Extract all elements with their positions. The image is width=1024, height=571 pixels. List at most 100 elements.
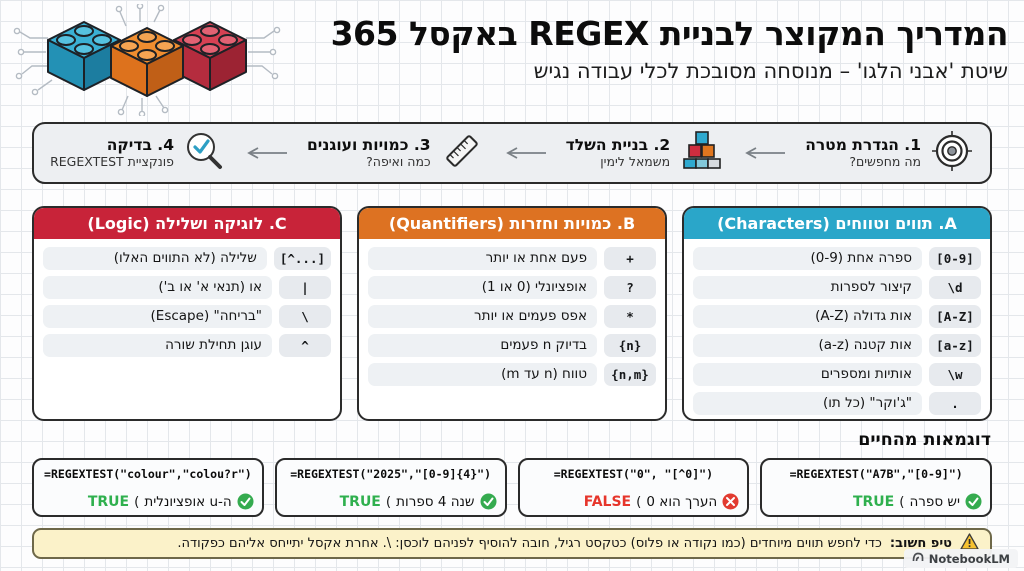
x-icon xyxy=(722,493,739,510)
rule-row: [0-9] ספרה אחת (0-9) xyxy=(693,247,981,270)
example-card: =REGEXTEST("A7B","[0-9]") TRUE ( יש ספרה xyxy=(760,458,992,517)
step-title: 2. בניית השלד xyxy=(565,135,671,154)
tip-bar: טיפ חשוב: כדי לחפש תווים מיוחדים (כמו נק… xyxy=(32,528,992,559)
example-card: =REGEXTEST("colour","colou?r") TRUE ( ה-… xyxy=(32,458,264,517)
rule-description: אופציונלי (0 או 1) xyxy=(368,276,597,299)
regex-code-chip: [^...] xyxy=(273,247,331,270)
step-test: 4. בדיקה פונקציית REGEXTEST xyxy=(50,130,225,176)
panel-characters: A. תווים וטווחים (Characters) [0-9] ספרה… xyxy=(682,206,992,421)
regex-code-chip: ? xyxy=(604,276,656,299)
rule-description: טווח (n עד m) xyxy=(368,363,597,386)
header: המדריך המקוצר לבניית REGEX באקסל 365 שיט… xyxy=(300,15,1009,84)
flow-arrow-icon xyxy=(741,146,787,160)
regex-code-chip: {n} xyxy=(604,334,656,357)
regex-code-chip: \ xyxy=(279,305,331,328)
rule-description: אותיות ומספרים xyxy=(693,363,922,386)
step-caption: פונקציית REGEXTEST xyxy=(50,154,174,170)
result-note: יש ספרה xyxy=(909,493,960,510)
rule-description: עוגן תחילת שורה xyxy=(43,334,272,357)
examples-section-title: דוגמאות מהחיים xyxy=(858,430,991,450)
rule-row: \ "בריחה" (Escape) xyxy=(43,305,331,328)
rule-description: או (תנאי א' או ב') xyxy=(43,276,272,299)
rule-description: קיצור לספרות xyxy=(693,276,922,299)
check-icon xyxy=(237,493,254,510)
step-title: 3. כמויות ועוגנים xyxy=(307,135,431,154)
paren: ( xyxy=(899,493,905,510)
circuit-traces xyxy=(13,2,281,118)
result-note: ה-u אופציונלית xyxy=(144,493,232,510)
lego-bricks-illustration xyxy=(8,2,286,120)
formula-text: =REGEXTEST("0", "[^0]") xyxy=(553,467,713,481)
result-line: TRUE ( ה-u אופציונלית xyxy=(42,493,254,510)
regex-code-chip: [a-z] xyxy=(929,334,981,357)
blue-brick xyxy=(47,21,121,91)
rule-row: [^...] שלילה (לא התווים האלו) xyxy=(43,247,331,270)
page-subtitle: שיטת 'אבני הלגו' – מנוסחה מסובכת לכלי עב… xyxy=(533,59,1008,84)
target-icon xyxy=(930,129,974,177)
check-icon xyxy=(480,493,497,510)
result-value: TRUE xyxy=(87,493,130,510)
result-value: TRUE xyxy=(339,493,381,510)
paren: ( xyxy=(636,493,642,510)
example-card: =REGEXTEST("2025","[0-9]{4}") TRUE ( שנה… xyxy=(274,458,507,517)
paren: ( xyxy=(134,493,140,510)
rule-row: ? אופציונלי (0 או 1) xyxy=(368,276,656,299)
formula-text: =REGEXTEST("colour","colou?r") xyxy=(44,467,252,481)
regex-code-chip: \w xyxy=(929,363,981,386)
rule-row: * אפס פעמים או יותר xyxy=(368,305,656,328)
notebooklm-watermark: NotebookLM xyxy=(903,549,1018,568)
result-line: TRUE ( יש ספרה xyxy=(770,493,982,510)
formula-text: =REGEXTEST("2025","[0-9]{4}") xyxy=(290,467,492,481)
rule-row: . "ג'וקר" (כל תו) xyxy=(693,392,981,415)
formula-text: =REGEXTEST("A7B","[0-9]") xyxy=(789,467,963,481)
panel-quantifiers: B. כמויות וחזרות (Quantifiers) + פעם אחת… xyxy=(357,206,667,421)
rule-description: ספרה אחת (0-9) xyxy=(693,247,922,270)
notebooklm-logo-icon xyxy=(912,551,924,566)
result-line: TRUE ( שנה 4 ספרות xyxy=(285,493,497,510)
rule-description: "בריחה" (Escape) xyxy=(43,305,272,328)
regex-code-chip: [A-Z] xyxy=(929,305,981,328)
rule-row: + פעם אחת או יותר xyxy=(368,247,656,270)
rule-description: אות גדולה (A-Z) xyxy=(693,305,922,328)
panel-logic-header: C. לוגיקה ושלילה (Logic) xyxy=(34,208,340,239)
rule-row: ^ עוגן תחילת שורה xyxy=(43,334,331,357)
regex-code-chip: . xyxy=(929,392,981,415)
rule-description: "ג'וקר" (כל תו) xyxy=(693,392,922,415)
rule-row: {n} בדיוק n פעמים xyxy=(368,334,656,357)
panel-logic: C. לוגיקה ושלילה (Logic) [^...] שלילה (ל… xyxy=(32,206,342,421)
step-define-goal: 1. הגדרת מטרה מה מחפשים? xyxy=(805,129,974,177)
result-note: שנה 4 ספרות xyxy=(396,493,475,510)
regex-code-chip: | xyxy=(279,276,331,299)
regex-code-chip: * xyxy=(604,305,656,328)
rule-row: | או (תנאי א' או ב') xyxy=(43,276,331,299)
rule-row: {n,m} טווח (n עד m) xyxy=(368,363,656,386)
result-line: FALSE ( הערך הוא 0 xyxy=(528,493,740,510)
step-caption: כמה ואיפה? xyxy=(366,154,431,170)
regex-code-chip: + xyxy=(604,247,656,270)
regex-code-chip: [0-9] xyxy=(929,247,981,270)
watermark-label: NotebookLM xyxy=(928,551,1010,566)
magnifier-check-icon xyxy=(183,130,225,176)
result-value: TRUE xyxy=(852,493,895,510)
lego-stack-icon xyxy=(679,129,723,177)
regex-code-chip: ^ xyxy=(279,334,331,357)
rule-description: בדיוק n פעמים xyxy=(368,334,597,357)
panel-quantifiers-header: B. כמויות וחזרות (Quantifiers) xyxy=(359,208,665,239)
tip-text: כדי לחפש תווים מיוחדים (כמו נקודה או פלו… xyxy=(177,536,882,551)
flow-arrow-icon xyxy=(502,146,548,160)
result-value: FALSE xyxy=(583,493,632,510)
orange-brick xyxy=(110,27,184,97)
example-cards: =REGEXTEST("A7B","[0-9]") TRUE ( יש ספרה… xyxy=(32,458,992,517)
rule-description: פעם אחת או יותר xyxy=(368,247,597,270)
paren: ( xyxy=(385,493,392,510)
rule-row: \d קיצור לספרות xyxy=(693,276,981,299)
reference-panels: A. תווים וטווחים (Characters) [0-9] ספרה… xyxy=(32,206,992,421)
check-icon xyxy=(965,493,982,510)
lego-bricks-svg xyxy=(13,2,281,118)
process-strip: 1. הגדרת מטרה מה מחפשים? 2. בניית השלד מ… xyxy=(32,122,992,184)
rule-description: אפס פעמים או יותר xyxy=(368,305,597,328)
step-title: 1. הגדרת מטרה xyxy=(805,135,921,154)
red-brick xyxy=(173,21,247,91)
result-note: הערך הוא 0 xyxy=(646,493,718,510)
